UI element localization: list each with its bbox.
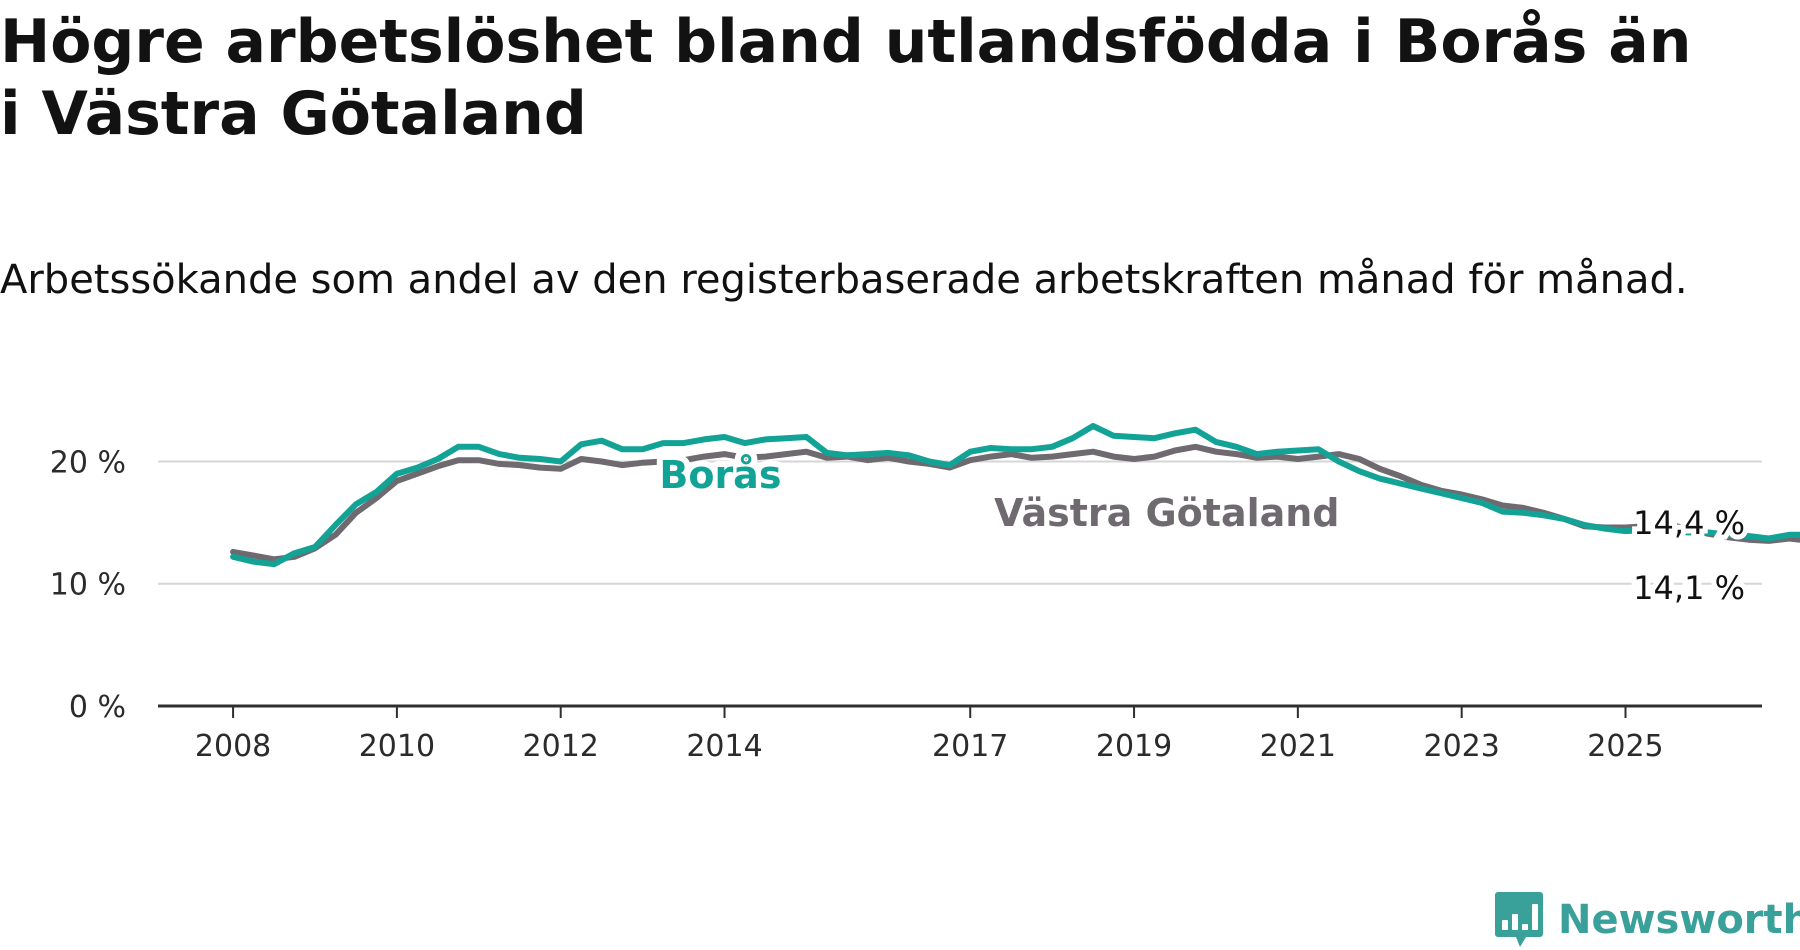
end-label-boras: 14,4 % [1633, 504, 1745, 542]
chart-bubble-icon [1495, 892, 1543, 947]
y-axis-labels: 0 % 10 % 20 % [50, 445, 126, 725]
chart-title: Högre arbetslöshet bland utlandsfödda i … [0, 7, 1692, 149]
newsworthy-logo: Newsworthy [1494, 890, 1800, 950]
series-label-boras: Borås [659, 453, 781, 497]
series-lines [230, 423, 1800, 568]
series-label-vastra-gotaland: Västra Götaland [994, 491, 1339, 535]
x-tick-label: 2025 [1587, 729, 1663, 764]
x-tick-label: 2010 [359, 729, 435, 764]
x-tick-label: 2014 [686, 729, 762, 764]
y-tick-label: 0 % [69, 690, 126, 725]
x-tick-label: 2012 [523, 729, 599, 764]
series-labels: Borås Västra Götaland 14,4 % 14,1 % [653, 447, 1750, 612]
brand-name: Newsworthy [1558, 897, 1800, 943]
chart-subtitle: Arbetssökande som andel av den registerb… [0, 257, 1688, 303]
x-axis [158, 704, 1762, 718]
x-tick-label: 2019 [1096, 729, 1172, 764]
x-tick-label: 2008 [195, 729, 271, 764]
series-line-boras [230, 423, 1800, 568]
x-axis-labels: 2008 2010 2012 2014 2017 2019 2021 2023 2025 [195, 729, 1664, 764]
y-tick-label: 10 % [50, 568, 126, 603]
x-tick-label: 2021 [1260, 729, 1336, 764]
line-chart: 0 % 10 % 20 % 2008 2010 2012 2014 2017 2019 2021… [50, 423, 1800, 764]
x-tick-label: 2023 [1423, 729, 1499, 764]
y-tick-label: 20 % [50, 445, 126, 480]
x-tick-label: 2017 [932, 729, 1008, 764]
end-label-vastra-gotaland: 14,1 % [1633, 569, 1745, 607]
